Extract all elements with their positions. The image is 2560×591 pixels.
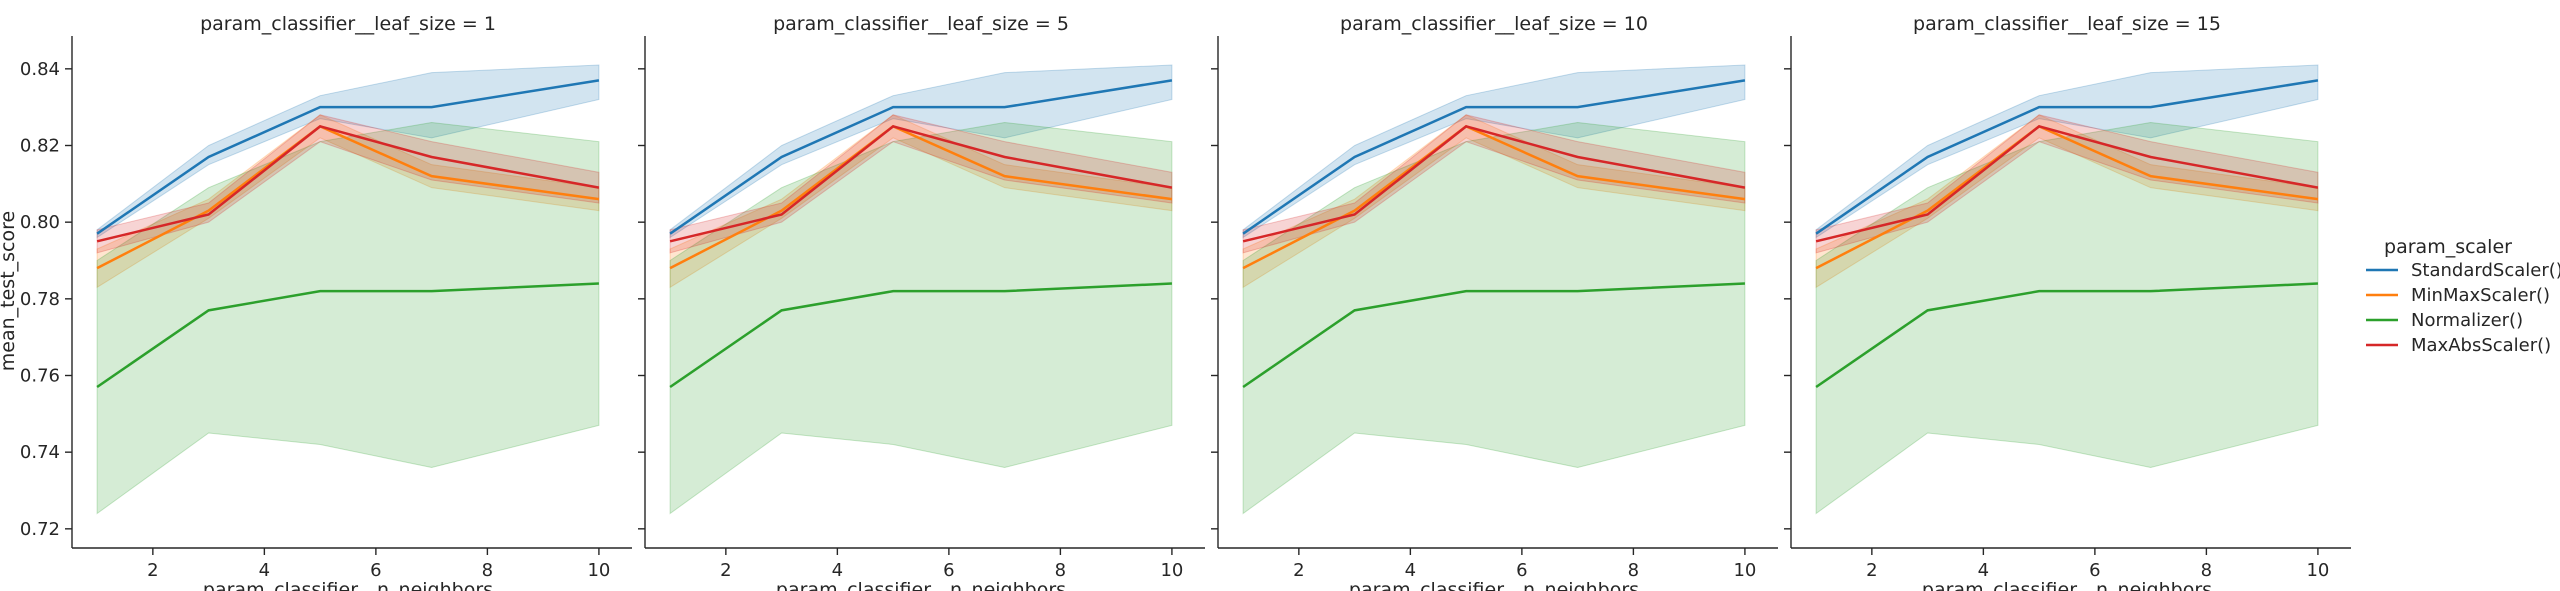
chart-panel: param_classifier__leaf_size = 5 2 4 6 8 10 par… bbox=[638, 13, 1205, 591]
series-line bbox=[669, 282, 1172, 389]
x-tick-label: 10 bbox=[1733, 560, 1756, 581]
confidence-band bbox=[669, 114, 1173, 289]
x-tick-label: 8 bbox=[1055, 560, 1066, 581]
panel-title: param_classifier__leaf_size = 10 bbox=[1340, 13, 1648, 35]
panel-title: param_classifier__leaf_size = 15 bbox=[1913, 13, 2221, 35]
chart-panel: param_classifier__leaf_size = 15 2 4 6 8 10 pa… bbox=[1784, 13, 2351, 591]
x-tick-label: 4 bbox=[1978, 560, 1989, 581]
x-tick-label: 8 bbox=[2201, 560, 2212, 581]
chart-panel: param_classifier__leaf_size = 1 0.72 0.74 0… bbox=[20, 13, 632, 591]
x-tick-label: 8 bbox=[482, 560, 493, 581]
series-line bbox=[96, 124, 600, 243]
legend-entry: Normalizer() bbox=[2411, 310, 2523, 331]
legend-title: param_scaler bbox=[2384, 236, 2512, 258]
series-line bbox=[96, 79, 600, 235]
series-line bbox=[1815, 124, 2319, 243]
confidence-band bbox=[96, 114, 600, 254]
panel-title: param_classifier__leaf_size = 5 bbox=[773, 13, 1069, 35]
x-tick-label: 4 bbox=[259, 560, 270, 581]
x-tick-label: 10 bbox=[2306, 560, 2329, 581]
confidence-band bbox=[96, 64, 600, 239]
y-axis-title: mean_test_score bbox=[0, 211, 19, 371]
series-line bbox=[1242, 282, 1745, 389]
confidence-band bbox=[1242, 64, 1746, 239]
confidence-band bbox=[1815, 114, 2319, 254]
y-tick-label: 0.80 bbox=[20, 212, 60, 233]
series-line bbox=[669, 124, 1173, 243]
x-axis-title: param_classifier__n_neighbors bbox=[203, 579, 493, 591]
series-line bbox=[96, 282, 599, 389]
x-tick-label: 8 bbox=[1628, 560, 1639, 581]
y-tick-label: 0.82 bbox=[20, 136, 60, 157]
x-tick-label: 4 bbox=[1405, 560, 1416, 581]
y-tick-label: 0.76 bbox=[20, 366, 60, 387]
panels: param_classifier__leaf_size = 1 0.72 0.74 0… bbox=[0, 13, 2351, 591]
x-tick-label: 6 bbox=[943, 560, 954, 581]
x-axis-title: param_classifier__n_neighbors bbox=[1922, 579, 2212, 591]
x-axis-title: param_classifier__n_neighbors bbox=[776, 579, 1066, 591]
x-tick-label: 6 bbox=[370, 560, 381, 581]
x-tick-label: 6 bbox=[1516, 560, 1527, 581]
confidence-band bbox=[669, 114, 1173, 254]
y-tick-label: 0.78 bbox=[20, 289, 60, 310]
series-line bbox=[669, 79, 1173, 235]
confidence-band bbox=[1815, 114, 2319, 289]
x-tick-label: 2 bbox=[147, 560, 158, 581]
x-tick-label: 10 bbox=[1160, 560, 1183, 581]
y-tick-label: 0.72 bbox=[20, 519, 60, 540]
panel-title: param_classifier__leaf_size = 1 bbox=[200, 13, 496, 35]
x-tick-label: 2 bbox=[1293, 560, 1304, 581]
x-axis-title: param_classifier__n_neighbors bbox=[1349, 579, 1639, 591]
series-line bbox=[1815, 282, 2318, 389]
confidence-band bbox=[96, 114, 600, 289]
x-tick-label: 6 bbox=[2089, 560, 2100, 581]
x-tick-label: 2 bbox=[1866, 560, 1877, 581]
legend-entry: MaxAbsScaler() bbox=[2411, 335, 2551, 356]
series-line bbox=[1242, 79, 1746, 235]
legend-entry: StandardScaler() bbox=[2411, 260, 2560, 281]
confidence-band bbox=[669, 64, 1173, 239]
series-line bbox=[1242, 124, 1746, 243]
confidence-band bbox=[1815, 64, 2319, 239]
chart-panel: param_classifier__leaf_size = 10 2 4 6 8 10 pa… bbox=[1211, 13, 1778, 591]
legend-entry: MinMaxScaler() bbox=[2411, 285, 2550, 306]
confidence-band bbox=[1242, 114, 1746, 254]
y-tick-label: 0.74 bbox=[20, 442, 60, 463]
y-tick-label: 0.84 bbox=[20, 59, 60, 80]
confidence-band bbox=[1242, 114, 1746, 289]
series-line bbox=[1815, 79, 2319, 235]
x-tick-label: 2 bbox=[720, 560, 731, 581]
x-tick-label: 4 bbox=[832, 560, 843, 581]
x-tick-label: 10 bbox=[587, 560, 610, 581]
